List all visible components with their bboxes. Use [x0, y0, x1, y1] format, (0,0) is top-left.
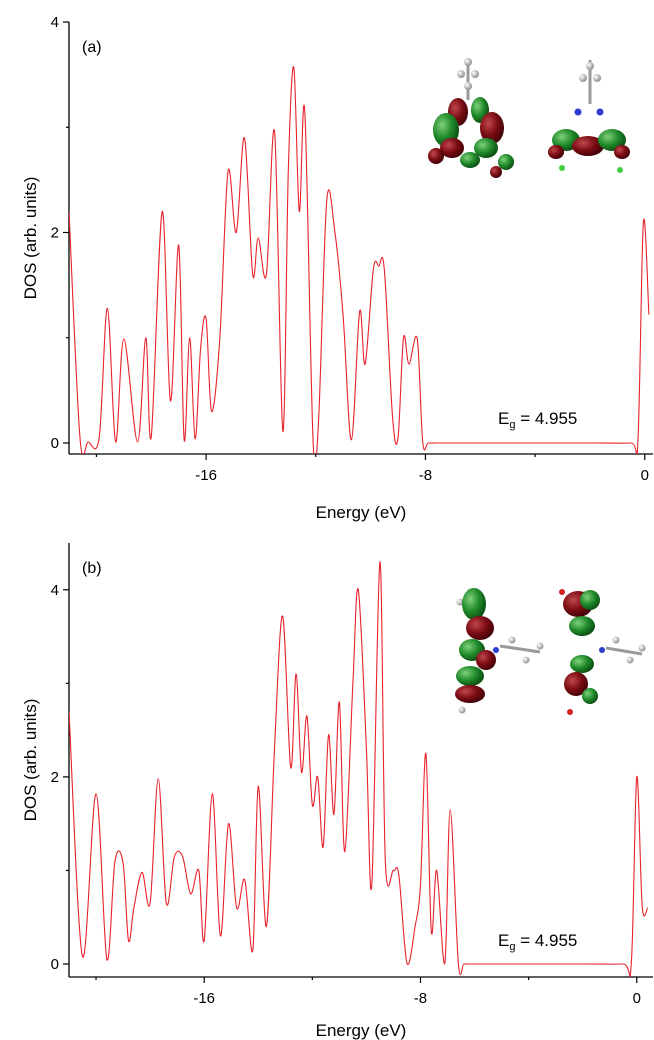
- y-tick-label: 0: [51, 956, 59, 973]
- x-tick-label: -16: [193, 990, 215, 1007]
- panel-b: -16 -8 0 0 2 4 (b) Energy (eV) DOS (arb. unit…: [21, 543, 653, 1040]
- orbital-image-right: [548, 60, 630, 173]
- y-axis-title-a: DOS (arb. units): [21, 177, 40, 300]
- molecular-orbital-inset-b: [455, 588, 646, 715]
- x-tick-label: -8: [414, 990, 427, 1007]
- band-gap-label-a: Eg = 4.955: [498, 409, 577, 431]
- x-tick-label: -16: [195, 467, 217, 484]
- x-tick-label: 0: [641, 467, 649, 484]
- molecular-orbital-inset-a: [428, 58, 630, 178]
- band-gap-label-b: Eg = 4.955: [498, 931, 577, 953]
- panel-label-b: (b): [82, 560, 102, 577]
- ticks-b: -16 -8 0 0 2 4: [51, 582, 641, 1007]
- y-tick-label: 0: [51, 435, 59, 452]
- orbital-image-left: [428, 58, 514, 178]
- y-tick-label: 4: [51, 582, 59, 599]
- y-tick-label: 2: [51, 769, 59, 786]
- x-tick-label: 0: [633, 990, 641, 1007]
- orbital-image-right: [559, 589, 646, 715]
- y-tick-label: 2: [51, 225, 59, 242]
- dos-curve-a: [69, 66, 650, 454]
- panel-label-a: (a): [82, 39, 102, 56]
- dos-curve-b: [69, 561, 649, 977]
- x-axis-title-a: Energy (eV): [316, 503, 407, 522]
- x-tick-label: -8: [419, 467, 432, 484]
- y-axis-title-b: DOS (arb. units): [21, 699, 40, 822]
- panel-a: -16 -8 0 0 2 4 (a) Energy (eV) DOS (arb. unit…: [21, 14, 653, 522]
- orbital-image-left: [455, 588, 544, 714]
- x-axis-title-b: Energy (eV): [316, 1021, 407, 1040]
- y-tick-label: 4: [51, 14, 59, 31]
- ticks-a: -16 -8 0 0 2 4: [51, 14, 649, 484]
